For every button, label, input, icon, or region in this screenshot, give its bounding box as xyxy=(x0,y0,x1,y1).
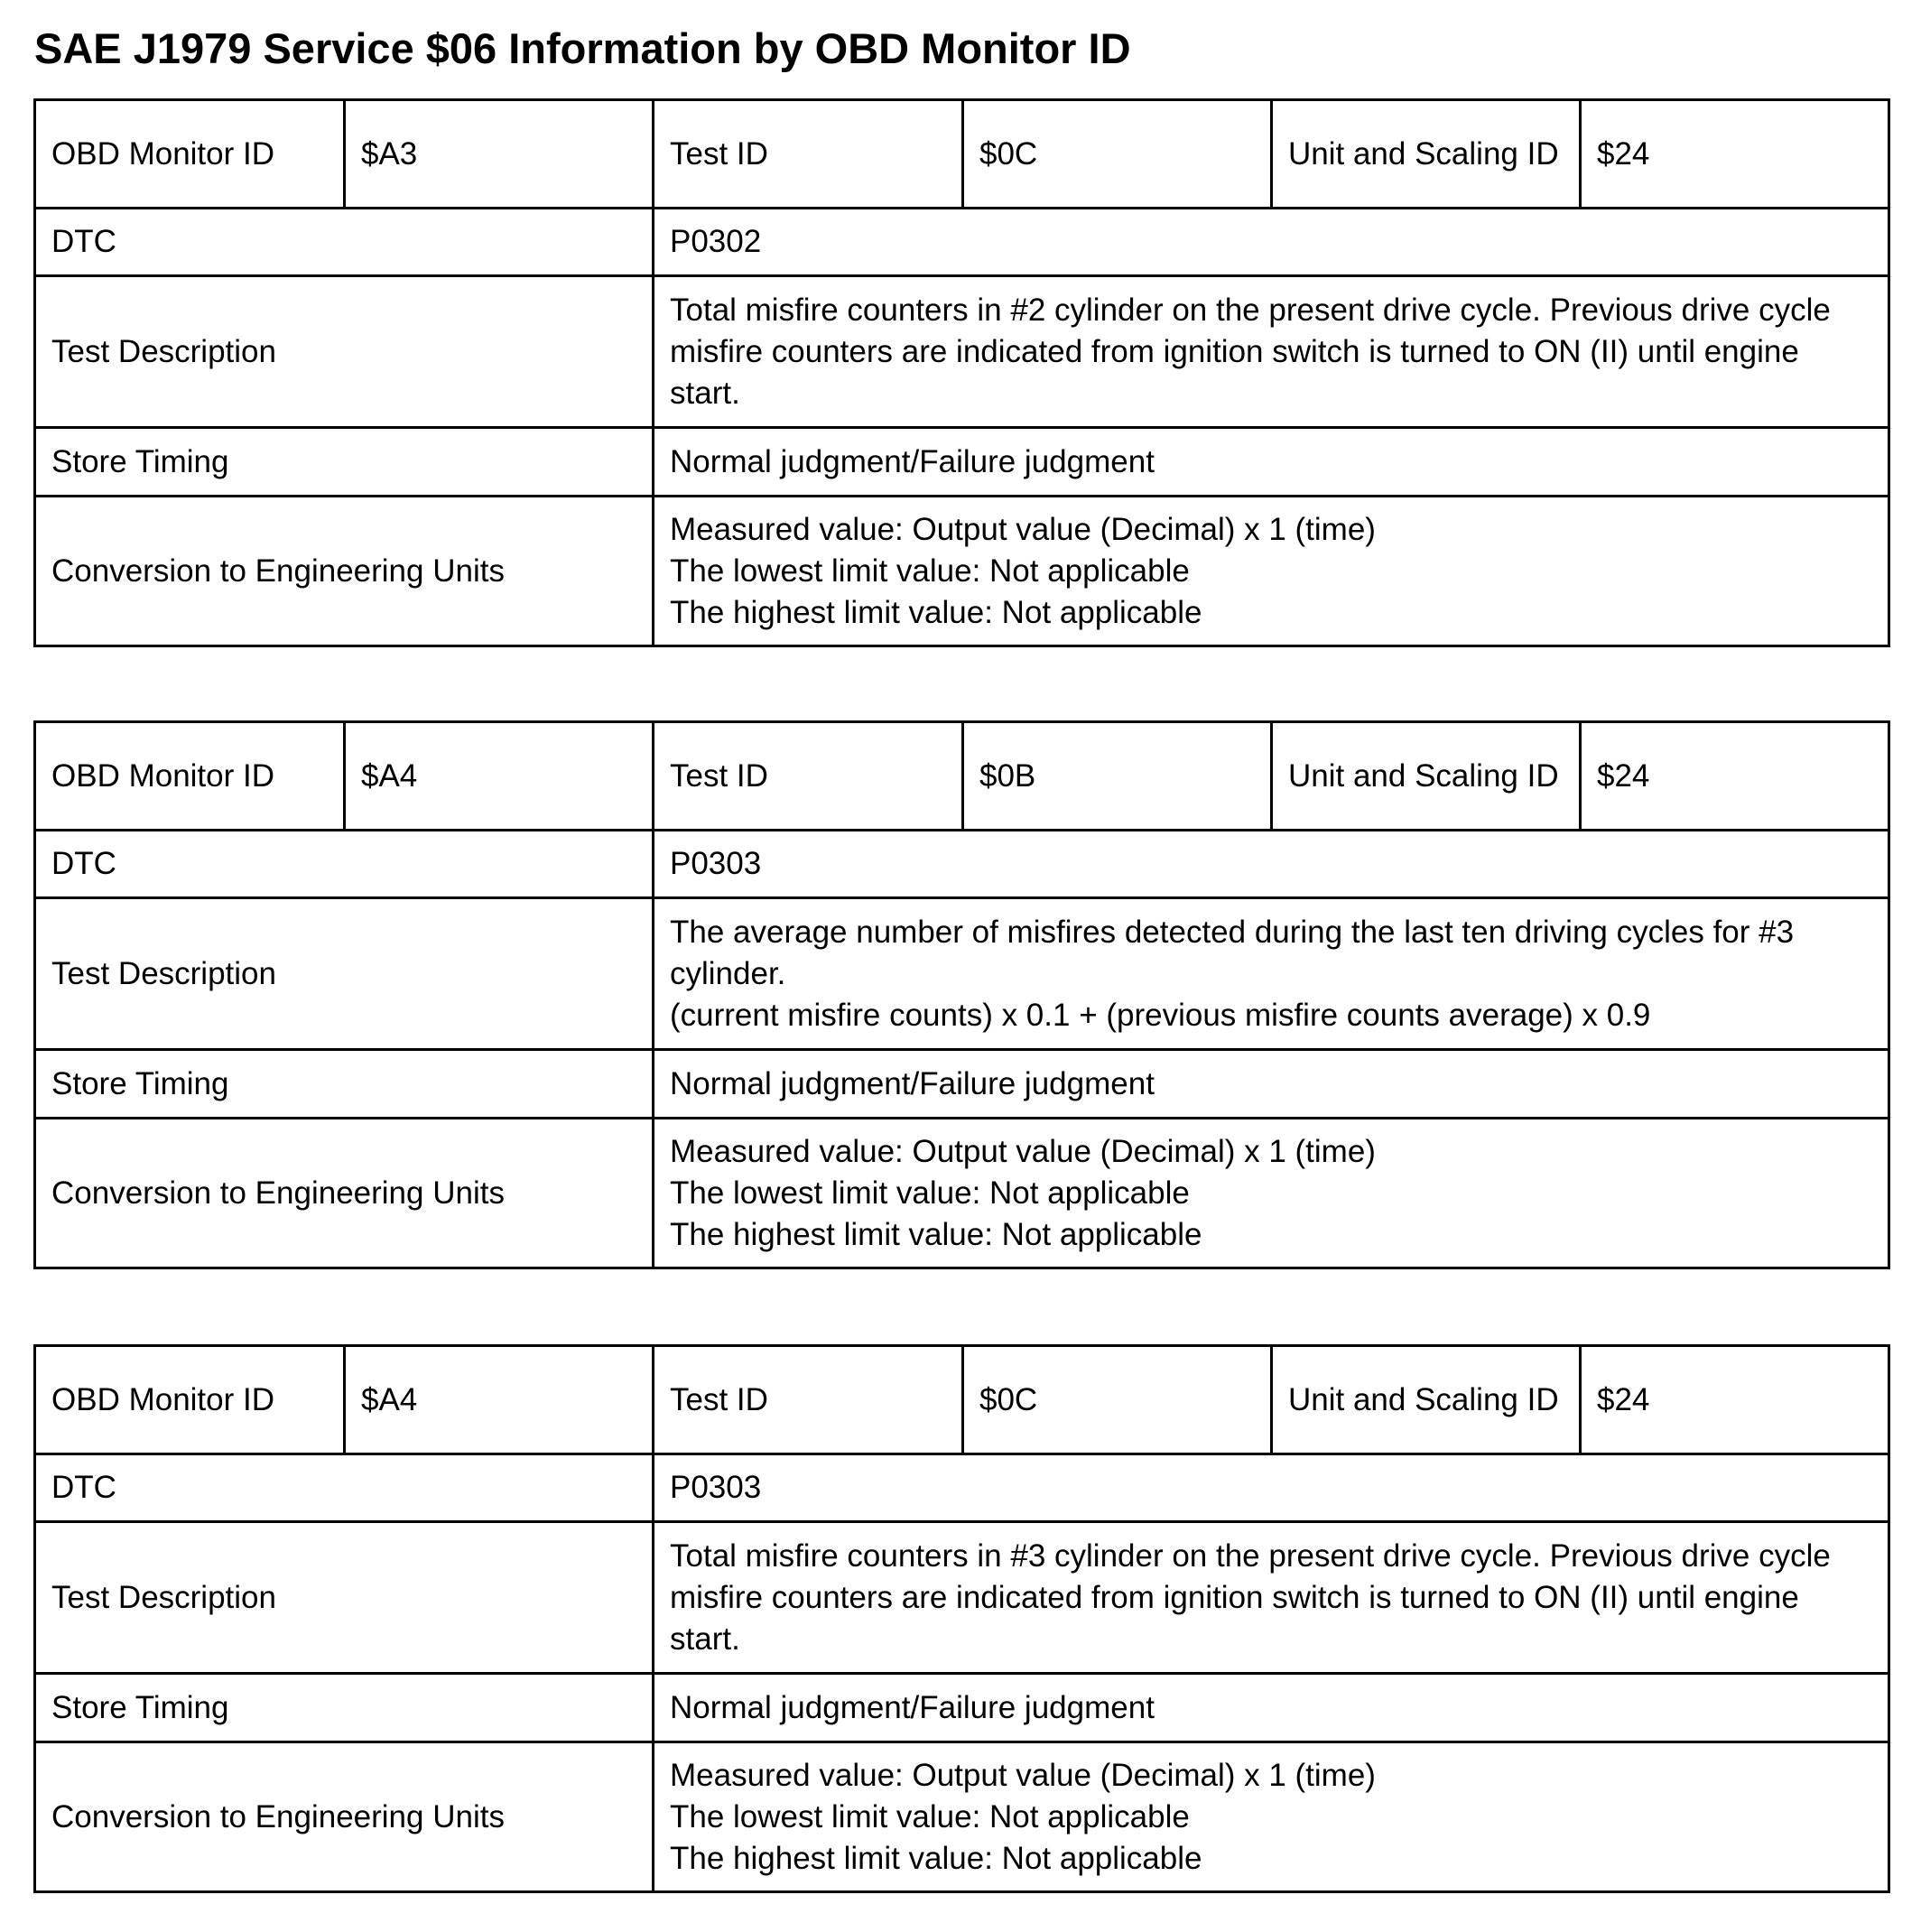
store-timing-value: Normal judgment/Failure judgment xyxy=(652,1672,1890,1743)
unit-scaling-id-label: Unit and Scaling ID xyxy=(1270,1344,1582,1455)
conversion-value: Measured value: Output value (Decimal) x… xyxy=(652,1741,1890,1893)
test-id-value: $0B xyxy=(961,720,1273,831)
dtc-value: P0303 xyxy=(652,1453,1890,1523)
test-description-label: Test Description xyxy=(33,896,654,1051)
table-row: DTC P0303 xyxy=(33,829,1890,899)
conversion-label: Conversion to Engineering Units xyxy=(33,1741,654,1893)
conversion-line: The highest limit value: Not applicable xyxy=(670,594,1202,630)
description-line: (current misfire counts) x 0.1 + (previo… xyxy=(670,997,1651,1033)
test-id-label: Test ID xyxy=(652,1344,964,1455)
conversion-value: Measured value: Output value (Decimal) x… xyxy=(652,1117,1890,1269)
table-row: Conversion to Engineering Units Measured… xyxy=(33,1117,1890,1269)
unit-scaling-id-value: $24 xyxy=(1579,1344,1890,1455)
conversion-line: The lowest limit value: Not applicable xyxy=(670,1798,1190,1834)
table-row: Store Timing Normal judgment/Failure jud… xyxy=(33,1672,1890,1743)
store-timing-label: Store Timing xyxy=(33,1048,654,1119)
conversion-line: The highest limit value: Not applicable xyxy=(670,1840,1202,1876)
monitor-table: OBD Monitor ID $A4 Test ID $0B Unit and … xyxy=(33,720,1890,1269)
conversion-line: Measured value: Output value (Decimal) x… xyxy=(670,1757,1376,1793)
unit-scaling-id-value: $24 xyxy=(1579,98,1890,209)
test-description-value: The average number of misfires detected … xyxy=(652,896,1890,1051)
dtc-label: DTC xyxy=(33,829,654,899)
obd-monitor-id-value: $A3 xyxy=(343,98,654,209)
obd-monitor-id-value: $A4 xyxy=(343,1344,654,1455)
unit-scaling-id-label: Unit and Scaling ID xyxy=(1270,98,1582,209)
table-row: OBD Monitor ID $A4 Test ID $0C Unit and … xyxy=(33,1344,1890,1455)
obd-monitor-id-label: OBD Monitor ID xyxy=(33,1344,346,1455)
obd-monitor-id-label: OBD Monitor ID xyxy=(33,720,346,831)
conversion-line: The highest limit value: Not applicable xyxy=(670,1216,1202,1252)
conversion-line: The lowest limit value: Not applicable xyxy=(670,1175,1190,1211)
table-row: Test Description Total misfire counters … xyxy=(33,1520,1890,1675)
table-row: Test Description The average number of m… xyxy=(33,896,1890,1051)
conversion-line: The lowest limit value: Not applicable xyxy=(670,553,1190,589)
test-description-value: Total misfire counters in #2 cylinder on… xyxy=(652,274,1890,429)
table-row: Conversion to Engineering Units Measured… xyxy=(33,495,1890,647)
unit-scaling-id-label: Unit and Scaling ID xyxy=(1270,720,1582,831)
conversion-line: Measured value: Output value (Decimal) x… xyxy=(670,1133,1376,1169)
dtc-label: DTC xyxy=(33,1453,654,1523)
table-row: OBD Monitor ID $A3 Test ID $0C Unit and … xyxy=(33,98,1890,209)
test-id-label: Test ID xyxy=(652,720,964,831)
conversion-line: Measured value: Output value (Decimal) x… xyxy=(670,511,1376,547)
table-row: OBD Monitor ID $A4 Test ID $0B Unit and … xyxy=(33,720,1890,831)
store-timing-label: Store Timing xyxy=(33,426,654,497)
conversion-label: Conversion to Engineering Units xyxy=(33,495,654,647)
store-timing-label: Store Timing xyxy=(33,1672,654,1743)
dtc-value: P0302 xyxy=(652,207,1890,277)
table-row: DTC P0303 xyxy=(33,1453,1890,1523)
table-row: Test Description Total misfire counters … xyxy=(33,274,1890,429)
monitor-table: OBD Monitor ID $A3 Test ID $0C Unit and … xyxy=(33,98,1890,647)
description-line: The average number of misfires detected … xyxy=(670,914,1795,991)
table-row: Conversion to Engineering Units Measured… xyxy=(33,1741,1890,1893)
description-text: Total misfire counters in #3 cylinder on… xyxy=(670,1537,1831,1657)
dtc-value: P0303 xyxy=(652,829,1890,899)
table-row: DTC P0302 xyxy=(33,207,1890,277)
test-id-value: $0C xyxy=(961,98,1273,209)
obd-monitor-id-label: OBD Monitor ID xyxy=(33,98,346,209)
dtc-label: DTC xyxy=(33,207,654,277)
obd-monitor-id-value: $A4 xyxy=(343,720,654,831)
test-id-value: $0C xyxy=(961,1344,1273,1455)
page-title: SAE J1979 Service $06 Information by OBD… xyxy=(34,24,1131,72)
store-timing-value: Normal judgment/Failure judgment xyxy=(652,426,1890,497)
table-row: Store Timing Normal judgment/Failure jud… xyxy=(33,426,1890,497)
conversion-value: Measured value: Output value (Decimal) x… xyxy=(652,495,1890,647)
test-description-label: Test Description xyxy=(33,274,654,429)
unit-scaling-id-value: $24 xyxy=(1579,720,1890,831)
test-description-label: Test Description xyxy=(33,1520,654,1675)
table-row: Store Timing Normal judgment/Failure jud… xyxy=(33,1048,1890,1119)
description-text: Total misfire counters in #2 cylinder on… xyxy=(670,292,1831,411)
test-description-value: Total misfire counters in #3 cylinder on… xyxy=(652,1520,1890,1675)
monitor-table: OBD Monitor ID $A4 Test ID $0C Unit and … xyxy=(33,1344,1890,1893)
conversion-label: Conversion to Engineering Units xyxy=(33,1117,654,1269)
test-id-label: Test ID xyxy=(652,98,964,209)
store-timing-value: Normal judgment/Failure judgment xyxy=(652,1048,1890,1119)
